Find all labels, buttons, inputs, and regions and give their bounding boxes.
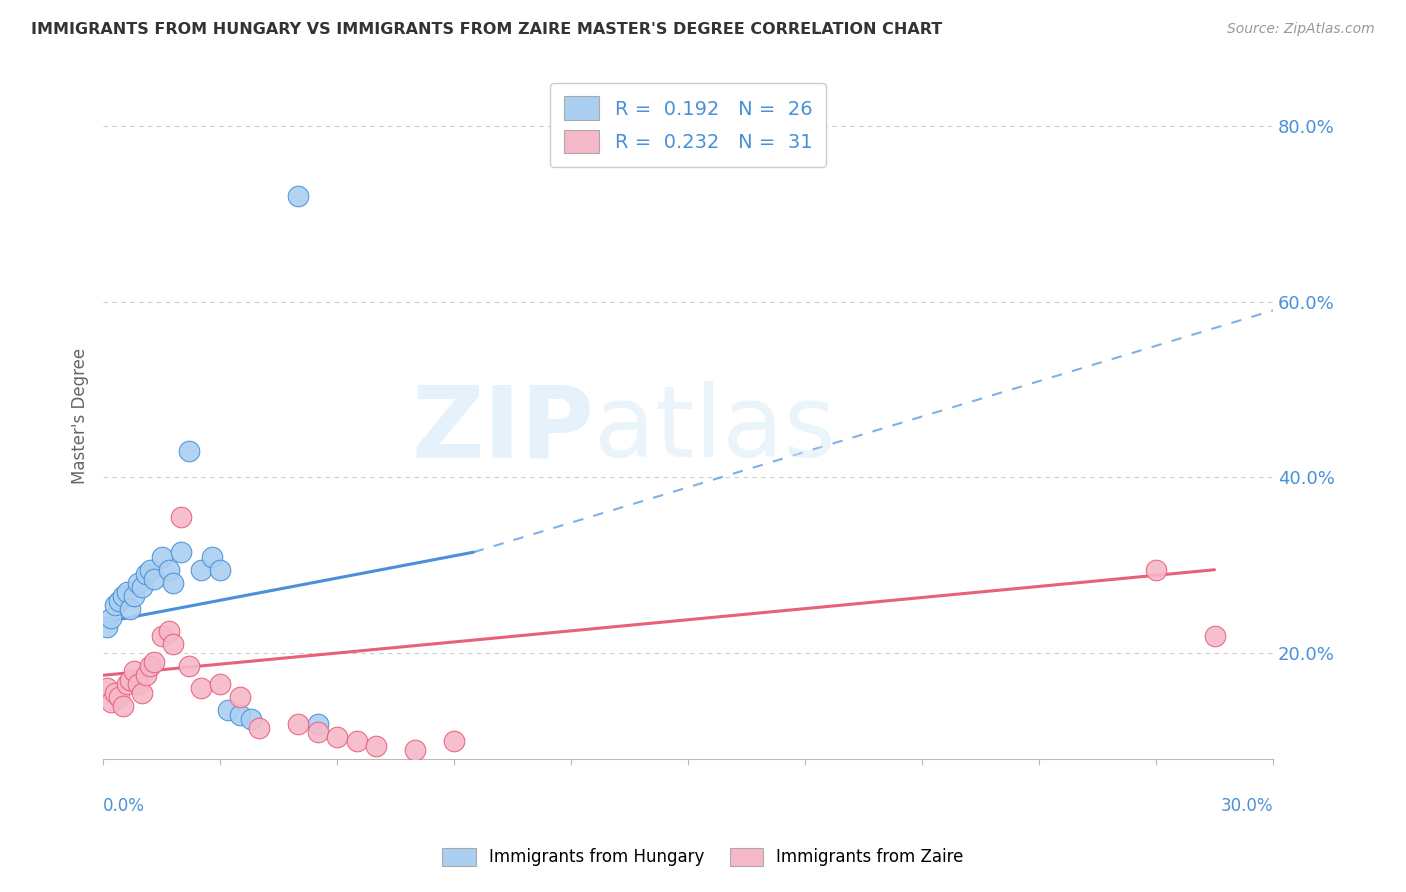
Point (162, 638, 184, 652)
Point (100, 695, 122, 709)
Point (96, 620, 118, 634)
Point (104, 686, 127, 700)
Text: Source: ZipAtlas.com: Source: ZipAtlas.com (1227, 22, 1375, 37)
Point (177, 444, 200, 458)
Point (142, 655, 165, 669)
Point (107, 593, 129, 607)
Point (177, 659, 200, 673)
Point (139, 563, 162, 577)
Point (307, 716, 329, 731)
Point (209, 677, 232, 691)
Point (100, 611, 122, 625)
Text: 30.0%: 30.0% (1220, 797, 1272, 814)
Point (217, 703, 239, 717)
Point (131, 580, 153, 594)
Point (228, 707, 250, 722)
Point (228, 690, 250, 705)
Point (96, 681, 118, 696)
Point (170, 545, 193, 559)
Point (157, 624, 180, 639)
Point (124, 589, 146, 603)
Text: IMMIGRANTS FROM HUNGARY VS IMMIGRANTS FROM ZAIRE MASTER'S DEGREE CORRELATION CHA: IMMIGRANTS FROM HUNGARY VS IMMIGRANTS FR… (31, 22, 942, 37)
Point (135, 668, 157, 682)
Point (201, 549, 224, 564)
Point (240, 712, 263, 726)
Point (209, 563, 232, 577)
Point (247, 721, 270, 735)
Point (346, 734, 368, 748)
Point (135, 567, 157, 582)
Point (443, 734, 465, 748)
Point (326, 730, 349, 744)
Point (124, 664, 146, 678)
Point (287, 716, 309, 731)
Point (120, 673, 142, 687)
Point (104, 598, 127, 612)
Point (190, 563, 212, 577)
Point (1204, 629, 1226, 643)
Legend: R =  0.192   N =  26, R =  0.232   N =  31: R = 0.192 N = 26, R = 0.232 N = 31 (550, 83, 825, 167)
Point (150, 549, 173, 564)
Text: atlas: atlas (595, 381, 837, 478)
Point (190, 681, 212, 696)
Point (364, 739, 387, 753)
Point (139, 659, 162, 673)
Text: 0.0%: 0.0% (103, 797, 145, 814)
Point (107, 690, 129, 705)
Point (115, 677, 138, 691)
Point (111, 699, 134, 714)
Point (157, 563, 180, 577)
Y-axis label: Master's Degree: Master's Degree (72, 348, 89, 484)
Point (142, 572, 165, 586)
Point (120, 602, 142, 616)
Point (1144, 563, 1167, 577)
Text: ZIP: ZIP (412, 381, 595, 478)
Point (307, 725, 329, 739)
Point (127, 576, 149, 591)
Point (150, 629, 173, 643)
Legend: Immigrants from Hungary, Immigrants from Zaire: Immigrants from Hungary, Immigrants from… (436, 841, 970, 873)
Point (111, 589, 134, 603)
Point (127, 677, 149, 691)
Point (170, 510, 193, 524)
Point (287, 189, 309, 203)
Point (162, 576, 184, 591)
Point (131, 686, 153, 700)
Point (115, 584, 138, 599)
Point (404, 743, 426, 757)
